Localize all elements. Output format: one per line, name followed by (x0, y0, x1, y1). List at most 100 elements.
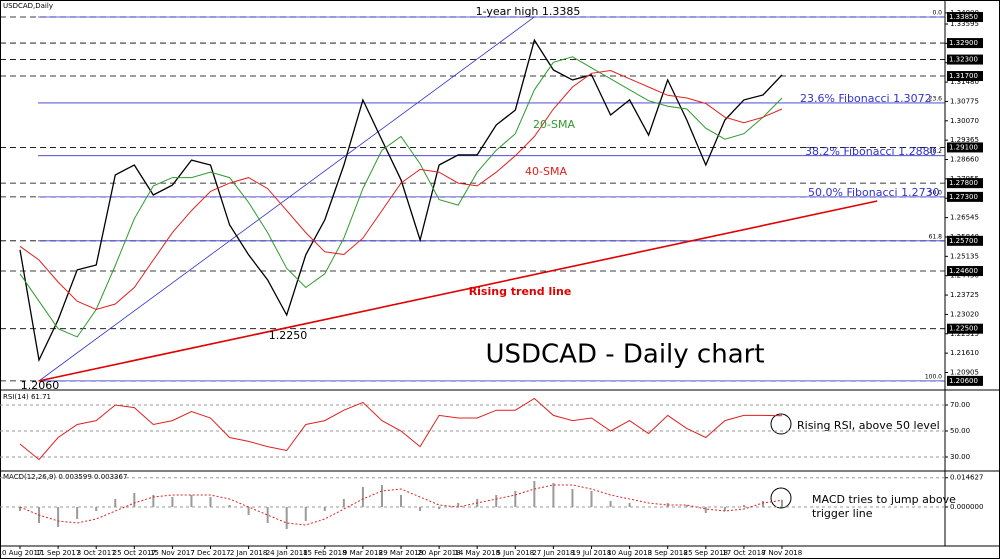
macd-bar (704, 507, 707, 513)
level-box (947, 38, 983, 49)
macd-bar (685, 505, 688, 507)
fib-label: 100.0 (925, 373, 942, 380)
x-tick-label: 7 Dec 2017 (190, 549, 230, 557)
annotation: 1.2060 (21, 379, 60, 392)
y-tick-label: 1.31480 (950, 78, 979, 86)
series-line (19, 38, 783, 363)
macd-bar (133, 493, 136, 507)
macd-bar (114, 499, 117, 507)
macd-bar (723, 507, 726, 511)
y-tick-label: 30.00 (950, 453, 970, 461)
y-tick-label: 1.33595 (950, 20, 979, 28)
y-tick-label: 1.23725 (950, 291, 979, 299)
macd-bar (19, 507, 21, 511)
level-label: 1.29100 (949, 143, 978, 151)
macd-bar (552, 483, 555, 507)
x-tick-label: 17 Oct 2018 (722, 549, 765, 557)
y-tick-label: 50.00 (950, 427, 970, 435)
annotation: 38.2% Fibonacci 1.2880 (805, 145, 937, 158)
x-tick-label: 9 Mar 2018 (343, 549, 383, 557)
series-line (19, 484, 783, 526)
level-box (947, 11, 983, 22)
macd-bar (400, 495, 402, 507)
level-label: 1.32300 (949, 56, 978, 64)
x-tick-label: 3 Sep 2018 (648, 549, 688, 557)
level-box (947, 323, 983, 334)
y-tick-label: 0.000000 (950, 503, 983, 511)
x-tick-label: 11 Sep 2017 (36, 549, 80, 557)
macd-bar (781, 499, 783, 507)
level-label: 1.22500 (949, 325, 978, 333)
x-tick-label: 25 Sep 2018 (684, 549, 728, 557)
macd-bar (419, 507, 422, 511)
level-box (947, 142, 983, 153)
level-label: 1.27800 (949, 179, 978, 187)
x-tick-label: 15 Feb 2018 (303, 549, 347, 557)
macd-bar (209, 497, 212, 507)
annotation: trigger line (812, 507, 873, 520)
level-box (947, 71, 983, 82)
level-box (947, 178, 983, 189)
x-tick-label: 15 Nov 2017 (150, 549, 195, 557)
macd-bar (438, 507, 441, 509)
trend-line (38, 200, 878, 382)
annotation: Rising trend line (469, 285, 572, 298)
series-line (19, 397, 783, 461)
macd-bar (323, 507, 326, 511)
level-label: 1.31700 (949, 72, 978, 80)
level-box (947, 235, 983, 246)
y-tick-label: 1.30070 (950, 117, 979, 125)
macd-highlight (770, 487, 792, 509)
level-label: 1.32900 (949, 39, 978, 47)
annotation: USDCAD - Daily chart (485, 340, 764, 370)
macd-bar (533, 481, 536, 507)
x-tick-label: 14 May 2018 (454, 549, 500, 557)
annotation: MACD tries to jump above (812, 493, 956, 506)
macd-bar (76, 507, 79, 519)
macd-bar (190, 495, 193, 507)
annotation: 1.2250 (269, 329, 308, 342)
x-tick-label: 25 Oct 2017 (113, 549, 156, 557)
x-tick-label: 29 Mar 2018 (379, 549, 423, 557)
series-name: 40-SMA (525, 165, 567, 178)
y-tick-label: 1.20905 (950, 369, 979, 377)
y-tick-label: 1.30775 (950, 97, 979, 105)
y-tick-label: 70.00 (950, 401, 970, 409)
trend-line (38, 16, 535, 382)
x-tick-label: 2 Jan 2018 (230, 549, 268, 557)
fib-label: 23.6 (929, 95, 943, 102)
fib-label: 0.0 (932, 9, 942, 16)
macd-bar (628, 503, 631, 507)
macd-bar (361, 487, 364, 507)
macd-bar (495, 495, 498, 507)
x-tick-label: 10 Aug 2017 (0, 549, 42, 557)
annotation: 50.0% Fibonacci 1.2730 (808, 186, 940, 199)
y-tick-label: 1.25135 (950, 252, 979, 260)
x-tick-label: 10 Aug 2018 (607, 549, 652, 557)
series-name: 20-SMA (533, 118, 575, 131)
macd-bar (152, 495, 155, 507)
y-tick-label: 1.22315 (950, 330, 979, 338)
level-box (947, 54, 983, 65)
x-tick-label: 27 Jun 2018 (532, 549, 574, 557)
chart-title: USDCAD,Daily (3, 2, 53, 10)
macd-bar (514, 491, 517, 507)
x-tick-label: 20 Apr 2018 (417, 549, 460, 557)
macd-bar (609, 501, 612, 507)
y-tick-label: 1.28660 (950, 156, 979, 164)
macd-title: MACD(12,26,9) 0.003599 0.003367 (3, 473, 127, 481)
annotation: 23.6% Fibonacci 1.3072 (800, 92, 932, 105)
series-line (19, 56, 783, 338)
y-tick-label: 0.014627 (950, 474, 983, 482)
fib-label: 50.0 (929, 189, 943, 196)
x-tick-label: 3 Oct 2017 (77, 549, 116, 557)
x-tick-label: 7 Nov 2018 (762, 549, 802, 557)
macd-bar (590, 491, 593, 507)
level-label: 1.27300 (949, 193, 978, 201)
y-tick-label: 1.29365 (950, 136, 979, 144)
y-tick-label: 1.26545 (950, 214, 979, 222)
macd-bar (228, 505, 231, 507)
x-tick-label: 5 Jun 2018 (496, 549, 534, 557)
y-tick-label: 1.21610 (950, 349, 979, 357)
